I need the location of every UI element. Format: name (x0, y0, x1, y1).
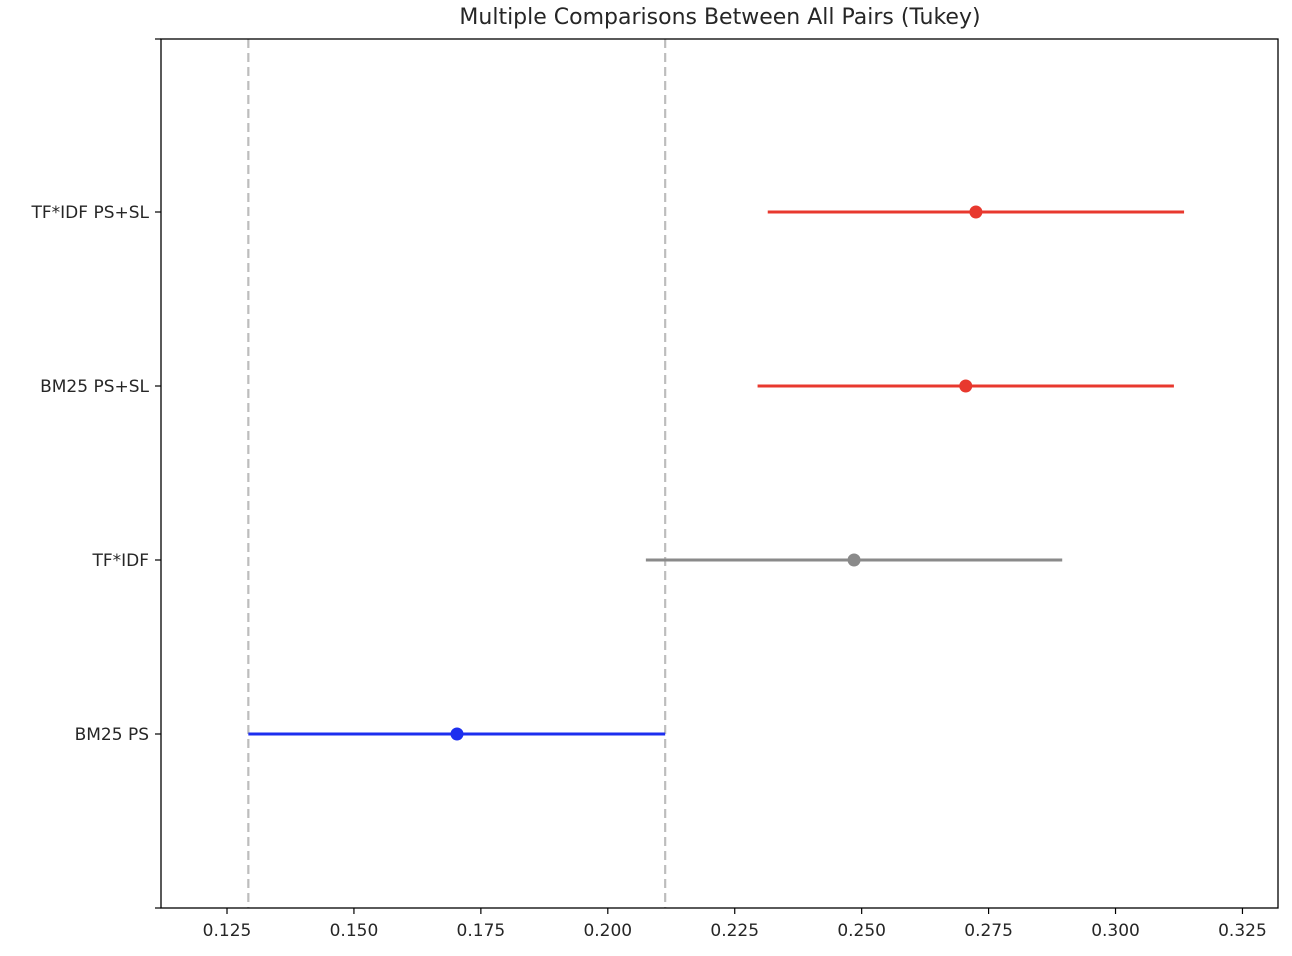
chart-title: Multiple Comparisons Between All Pairs (… (459, 5, 980, 30)
x-tick-label-8: 0.325 (1218, 921, 1267, 941)
y-tick-label-3: BM25 PS (75, 725, 149, 745)
mean-point-3 (450, 727, 464, 741)
y-tick-label-0: TF*IDF PS+SL (31, 203, 150, 223)
axes: 0.125 0.150 0.175 0.200 0.225 0.250 0.275 0.300… (31, 38, 1267, 941)
x-tick-label-4: 0.225 (710, 921, 759, 941)
x-tick-label-6: 0.275 (964, 921, 1013, 941)
y-tick-label-1: BM25 PS+SL (40, 377, 149, 397)
mean-point-2 (847, 553, 861, 567)
x-tick-label-7: 0.300 (1091, 921, 1140, 941)
x-tick-label-0: 0.125 (203, 921, 252, 941)
x-tick-label-2: 0.175 (457, 921, 506, 941)
data-series (248, 205, 1185, 741)
reference-lines (247, 39, 667, 908)
plot-frame (160, 38, 1279, 909)
mean-point-1 (959, 379, 973, 393)
x-tick-label-5: 0.250 (837, 921, 886, 941)
y-tick-label-2: TF*IDF (91, 551, 149, 571)
x-tick-label-3: 0.200 (583, 921, 632, 941)
x-tick-label-1: 0.150 (330, 921, 379, 941)
mean-point-0 (969, 205, 983, 219)
